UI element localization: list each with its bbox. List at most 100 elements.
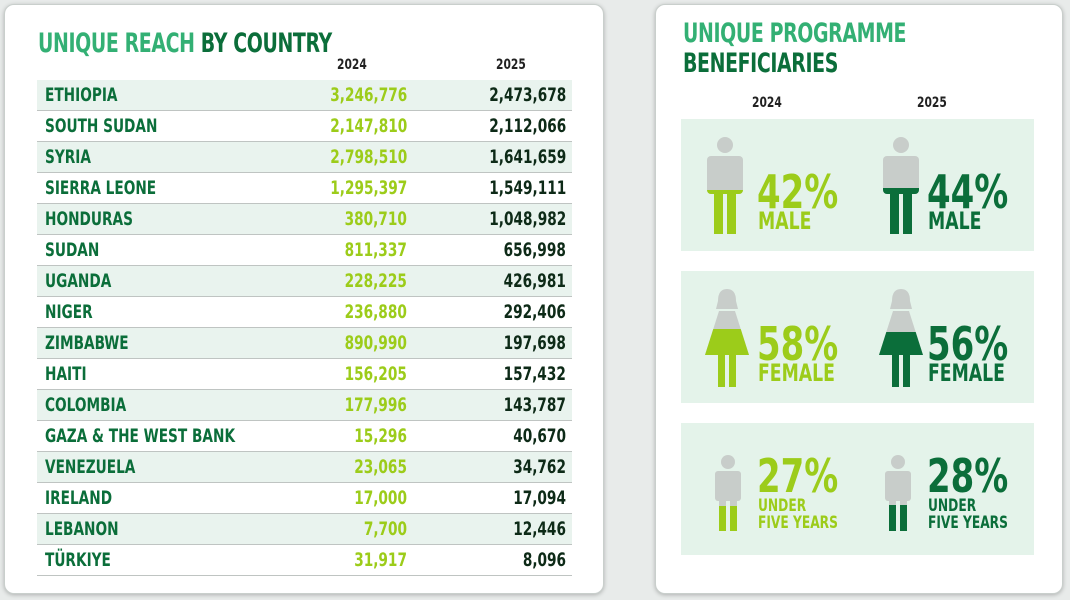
value-2024-cell: 23,065 (354, 456, 407, 478)
under-five-2025-label-line2: FIVE YEARS (928, 513, 1008, 533)
table-row: LEBANON 7,700 12,446 (37, 514, 572, 545)
value-2024-cell: 7,700 (363, 518, 407, 540)
female-2025-pct: 56% (927, 317, 1009, 371)
value-2025-cell: 2,473,678 (489, 84, 566, 106)
value-2024-cell: 15,296 (354, 425, 407, 447)
country-cell: SIERRA LEONE (45, 177, 157, 199)
male-figure-icon (883, 137, 919, 234)
female-panel: 58% FEMALE 56% FEMALE (681, 271, 1034, 403)
beneficiaries-title-line2: BENEFICIARIES (683, 48, 838, 79)
value-2025-cell: 12,446 (513, 518, 566, 540)
table-row: NIGER 236,880 292,406 (37, 297, 572, 328)
value-2024-cell: 156,205 (344, 363, 407, 385)
female-2024-pct: 58% (757, 317, 839, 371)
country-cell: VENEZUELA (45, 456, 136, 478)
female-figure-icon (705, 289, 749, 387)
table-row: SIERRA LEONE 1,295,397 1,549,111 (37, 173, 572, 204)
under-five-2024-pct: 27% (757, 449, 839, 503)
value-2024-cell: 380,710 (344, 208, 407, 230)
country-cell: HAITI (45, 363, 87, 385)
male-2024-label: MALE (758, 207, 812, 235)
table-row: IRELAND 17,000 17,094 (37, 483, 572, 514)
value-2025-cell: 1,641,659 (489, 146, 566, 168)
beneficiaries-card: UNIQUE PROGRAMME BENEFICIARIES 2024 2025… (655, 4, 1063, 594)
value-2024-cell: 228,225 (344, 270, 407, 292)
child-figure-icon (715, 455, 741, 531)
country-cell: ETHIOPIA (45, 84, 118, 106)
reach-title-part1: UNIQUE REACH (38, 28, 195, 59)
value-2025-cell: 34,762 (513, 456, 566, 478)
reach-title-part2: BY COUNTRY (200, 28, 332, 59)
table-row: VENEZUELA 23,065 34,762 (37, 452, 572, 483)
country-cell: SOUTH SUDAN (45, 115, 158, 137)
female-2024-label: FEMALE (758, 359, 835, 387)
column-header-2024: 2024 (337, 57, 367, 73)
table-row: HAITI 156,205 157,432 (37, 359, 572, 390)
under-five-panel: 27% UNDER FIVE YEARS 28% UNDER FIVE YEAR… (681, 423, 1034, 555)
table-row: GAZA & THE WEST BANK 15,296 40,670 (37, 421, 572, 452)
under-five-2025-pct: 28% (927, 449, 1009, 503)
value-2024-cell: 890,990 (344, 332, 407, 354)
value-2024-cell: 3,246,776 (330, 84, 407, 106)
value-2024-cell: 2,147,810 (330, 115, 407, 137)
beneficiaries-title-line1: UNIQUE PROGRAMME (683, 18, 907, 49)
value-2024-cell: 236,880 (344, 301, 407, 323)
male-2025-label: MALE (928, 207, 982, 235)
value-2025-cell: 292,406 (503, 301, 566, 323)
table-row: TÜRKIYE 31,917 8,096 (37, 545, 572, 576)
value-2025-cell: 40,670 (513, 425, 566, 447)
table-row: SUDAN 811,337 656,998 (37, 235, 572, 266)
country-cell: ZIMBABWE (45, 332, 129, 354)
reach-title: UNIQUE REACH BY COUNTRY (38, 29, 332, 59)
value-2024-cell: 17,000 (354, 487, 407, 509)
value-2025-cell: 426,981 (503, 270, 566, 292)
value-2025-cell: 1,048,982 (489, 208, 566, 230)
value-2024-cell: 1,295,397 (330, 177, 407, 199)
table-row: HONDURAS 380,710 1,048,982 (37, 204, 572, 235)
country-cell: GAZA & THE WEST BANK (45, 425, 236, 447)
value-2024-cell: 2,798,510 (330, 146, 407, 168)
beneficiaries-header-2024: 2024 (752, 95, 782, 111)
country-cell: LEBANON (45, 518, 119, 540)
column-header-2025: 2025 (496, 57, 526, 73)
value-2024-cell: 811,337 (344, 239, 407, 261)
child-figure-icon (885, 455, 911, 531)
value-2025-cell: 8,096 (522, 549, 566, 571)
value-2025-cell: 656,998 (503, 239, 566, 261)
under-five-2025-label-line1: UNDER (928, 496, 977, 516)
reach-by-country-card: UNIQUE REACH BY COUNTRY 2024 2025 ETHIOP… (4, 4, 604, 594)
country-cell: UGANDA (45, 270, 112, 292)
table-row: SOUTH SUDAN 2,147,810 2,112,066 (37, 111, 572, 142)
country-cell: SUDAN (45, 239, 100, 261)
male-2025-pct: 44% (927, 165, 1009, 219)
male-figure-icon (707, 137, 743, 234)
country-cell: SYRIA (45, 146, 91, 168)
table-row: SYRIA 2,798,510 1,641,659 (37, 142, 572, 173)
female-2025-label: FEMALE (928, 359, 1005, 387)
under-five-2024-label-line1: UNDER (758, 496, 807, 516)
table-row: ZIMBABWE 890,990 197,698 (37, 328, 572, 359)
value-2025-cell: 143,787 (503, 394, 566, 416)
country-cell: HONDURAS (45, 208, 133, 230)
beneficiaries-header-2025: 2025 (917, 95, 947, 111)
beneficiaries-title: UNIQUE PROGRAMME BENEFICIARIES (683, 18, 907, 79)
table-row: ETHIOPIA 3,246,776 2,473,678 (37, 80, 572, 111)
value-2025-cell: 17,094 (513, 487, 566, 509)
table-row: UGANDA 228,225 426,981 (37, 266, 572, 297)
male-panel: 42% MALE 44% MALE (681, 119, 1034, 251)
value-2025-cell: 1,549,111 (489, 177, 566, 199)
female-figure-icon (879, 289, 923, 387)
value-2025-cell: 2,112,066 (489, 115, 566, 137)
male-2024-pct: 42% (757, 165, 839, 219)
country-cell: TÜRKIYE (45, 549, 111, 571)
value-2025-cell: 157,432 (503, 363, 566, 385)
country-cell: NIGER (45, 301, 93, 323)
under-five-2024-label-line2: FIVE YEARS (758, 513, 838, 533)
value-2024-cell: 31,917 (354, 549, 407, 571)
value-2024-cell: 177,996 (344, 394, 407, 416)
country-cell: COLOMBIA (45, 394, 127, 416)
value-2025-cell: 197,698 (503, 332, 566, 354)
country-cell: IRELAND (45, 487, 113, 509)
table-row: COLOMBIA 177,996 143,787 (37, 390, 572, 421)
reach-table: ETHIOPIA 3,246,776 2,473,678 SOUTH SUDAN 2,1… (37, 80, 572, 576)
